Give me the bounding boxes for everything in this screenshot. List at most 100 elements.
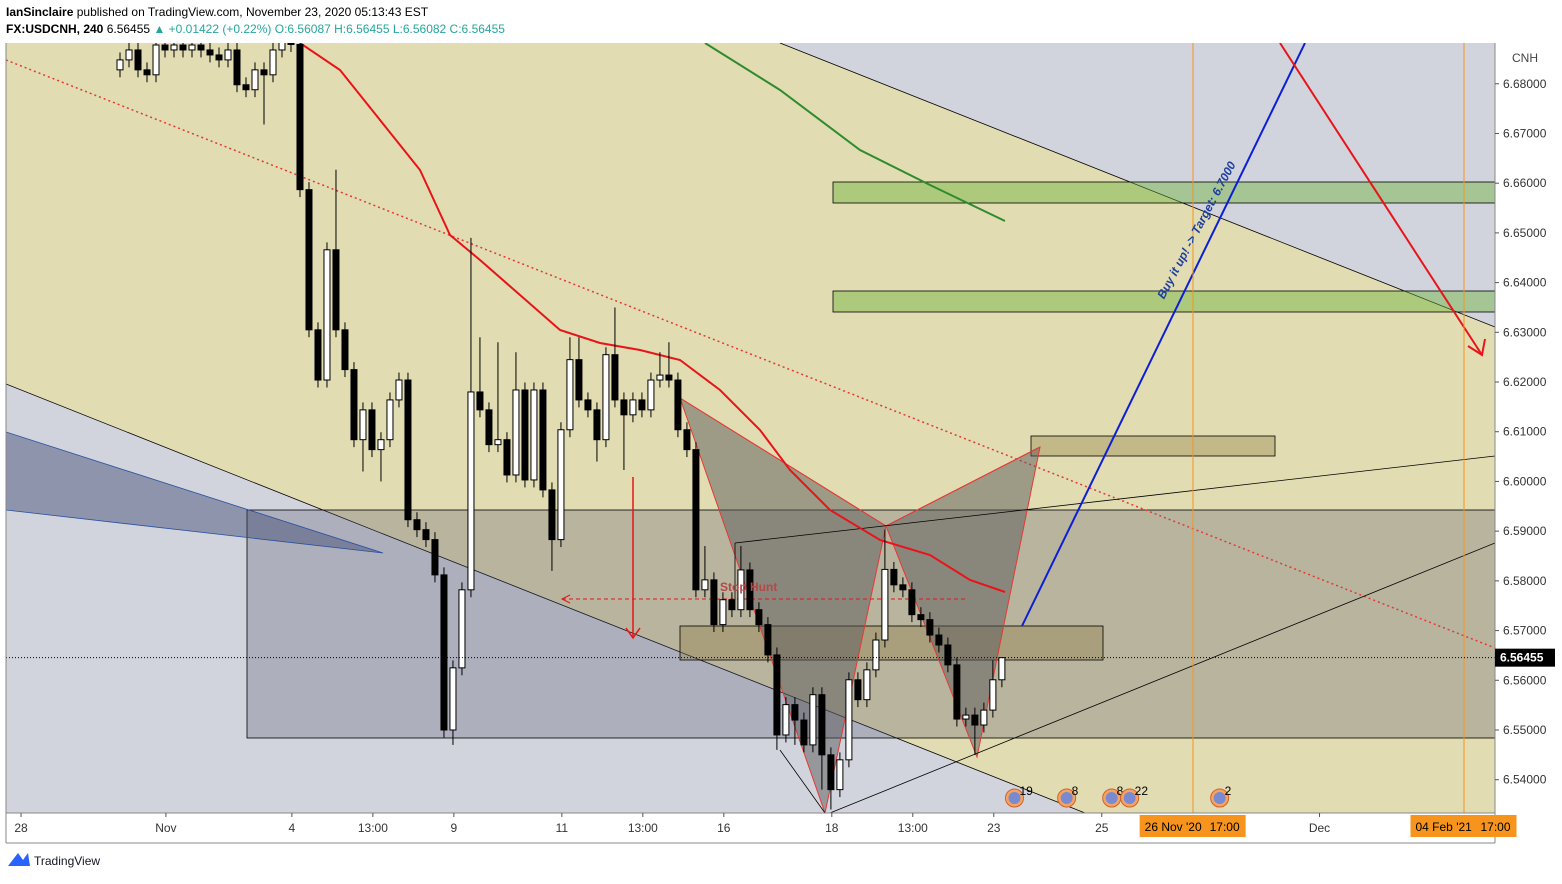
marker-date: 26 Nov '20 xyxy=(1145,820,1202,834)
x-tick-label: 28 xyxy=(14,821,28,835)
y-tick-label: 6.62000 xyxy=(1503,375,1547,389)
candle-body xyxy=(737,569,745,611)
last: 6.56455 xyxy=(107,22,151,36)
x-tick-label: 4 xyxy=(289,821,296,835)
candle-body xyxy=(557,429,565,541)
candle-body xyxy=(899,584,907,591)
x-tick-label: 25 xyxy=(1095,821,1109,835)
arrow-head xyxy=(560,594,571,604)
candle-body xyxy=(503,439,511,476)
candle-body xyxy=(539,389,547,491)
candle-body xyxy=(260,69,268,76)
candle-body xyxy=(413,519,421,531)
candle-body xyxy=(242,84,250,91)
header-line: IanSinclaire published on TradingView.co… xyxy=(6,5,429,19)
candle-body xyxy=(368,409,376,451)
candle-body xyxy=(458,589,466,669)
candle-body xyxy=(143,69,151,76)
candle-body xyxy=(314,329,322,381)
candle-body xyxy=(809,694,817,746)
event-flag xyxy=(1123,792,1136,804)
blue-triangle xyxy=(6,431,384,554)
target-line xyxy=(1021,43,1306,627)
candle-body xyxy=(692,449,700,591)
candle-body xyxy=(593,409,601,441)
event-count: 8 xyxy=(1117,784,1124,798)
x-tick-label: 16 xyxy=(717,821,731,835)
marker-box xyxy=(1410,815,1517,837)
candle-body xyxy=(323,249,331,381)
candle-body xyxy=(917,614,925,621)
candle-body xyxy=(629,399,637,416)
candle-body xyxy=(872,639,880,671)
candle-body xyxy=(170,44,178,51)
candle-body xyxy=(305,189,313,331)
candle-body xyxy=(719,599,727,626)
moving-average xyxy=(704,43,1006,222)
y-tick-label: 6.63000 xyxy=(1503,325,1547,339)
candle-body xyxy=(890,568,898,586)
ohlc: O:6.56087 H:6.56455 L:6.56082 C:6.56455 xyxy=(275,22,506,36)
event-flag xyxy=(1060,792,1073,804)
symbol-line: FX:USDCNH, 240 6.56455 ▲ +0.01422 (+0.22… xyxy=(6,22,505,36)
event-count: 22 xyxy=(1135,784,1149,798)
last-price-label: 6.56455 xyxy=(1500,651,1544,665)
candle-body xyxy=(863,669,871,701)
candle-body xyxy=(944,644,952,666)
candle-body xyxy=(575,359,583,401)
candle-body xyxy=(953,664,961,720)
candle-body xyxy=(638,399,646,411)
candle-body xyxy=(206,49,214,56)
candle-body xyxy=(467,391,475,591)
channel-line xyxy=(6,383,1086,813)
x-tick-label: 11 xyxy=(556,821,569,835)
trend-line xyxy=(779,749,826,813)
candle-body xyxy=(485,409,493,446)
candle-body xyxy=(215,54,223,61)
candle-body xyxy=(566,359,574,431)
candle-body xyxy=(989,679,997,711)
candle-body xyxy=(179,44,187,51)
candle-body xyxy=(665,374,673,381)
candle-body xyxy=(782,704,790,736)
y-tick-label: 6.55000 xyxy=(1503,723,1547,737)
candle-body xyxy=(332,249,340,331)
x-tick-label: 9 xyxy=(451,821,458,835)
marker-time: 17:00 xyxy=(1210,820,1240,834)
candle-body xyxy=(845,679,853,761)
candle-body xyxy=(854,679,862,701)
candle-body xyxy=(584,399,592,411)
candle-body xyxy=(530,389,538,481)
candle-body xyxy=(395,379,403,401)
candle-body xyxy=(656,374,664,381)
logo xyxy=(8,853,30,866)
candle-body xyxy=(602,354,610,441)
candle-body xyxy=(350,369,358,441)
candle-body xyxy=(152,44,160,76)
pane: Stop Hunt Buy it up! -> Target: 6.7000 xyxy=(6,43,1495,813)
olive-zone xyxy=(1030,435,1276,457)
candle-body xyxy=(197,44,205,51)
brand: TradingView xyxy=(34,854,100,868)
candle-body xyxy=(728,599,736,611)
y-tick-label: 6.56000 xyxy=(1503,673,1547,687)
candle-body xyxy=(746,569,754,611)
candle-body xyxy=(377,439,385,451)
currency: CNH xyxy=(1512,51,1538,65)
y-tick-label: 6.67000 xyxy=(1503,126,1547,140)
event-count: 8 xyxy=(1072,784,1079,798)
candle-body xyxy=(224,49,232,61)
candle-body xyxy=(125,49,133,61)
x-tick-label: 13:00 xyxy=(358,821,388,835)
arrow-head xyxy=(625,627,641,640)
x-tick-label: 13:00 xyxy=(628,821,658,835)
candle-body xyxy=(620,399,628,416)
candle-body xyxy=(647,379,655,411)
author: IanSinclaire xyxy=(6,5,74,19)
candle-body xyxy=(512,389,520,476)
event-flag xyxy=(1105,792,1118,804)
candle-body xyxy=(998,657,1006,681)
candle-body xyxy=(422,529,430,541)
candle-body xyxy=(233,49,241,86)
